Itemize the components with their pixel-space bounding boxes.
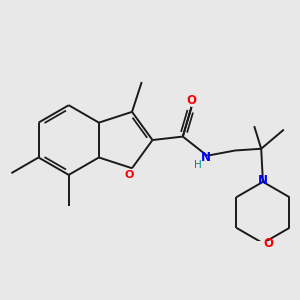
Text: H: H [194,160,202,170]
Text: O: O [125,170,134,180]
Text: N: N [200,151,211,164]
Text: O: O [263,237,273,250]
Text: O: O [187,94,196,107]
Text: N: N [258,174,268,187]
